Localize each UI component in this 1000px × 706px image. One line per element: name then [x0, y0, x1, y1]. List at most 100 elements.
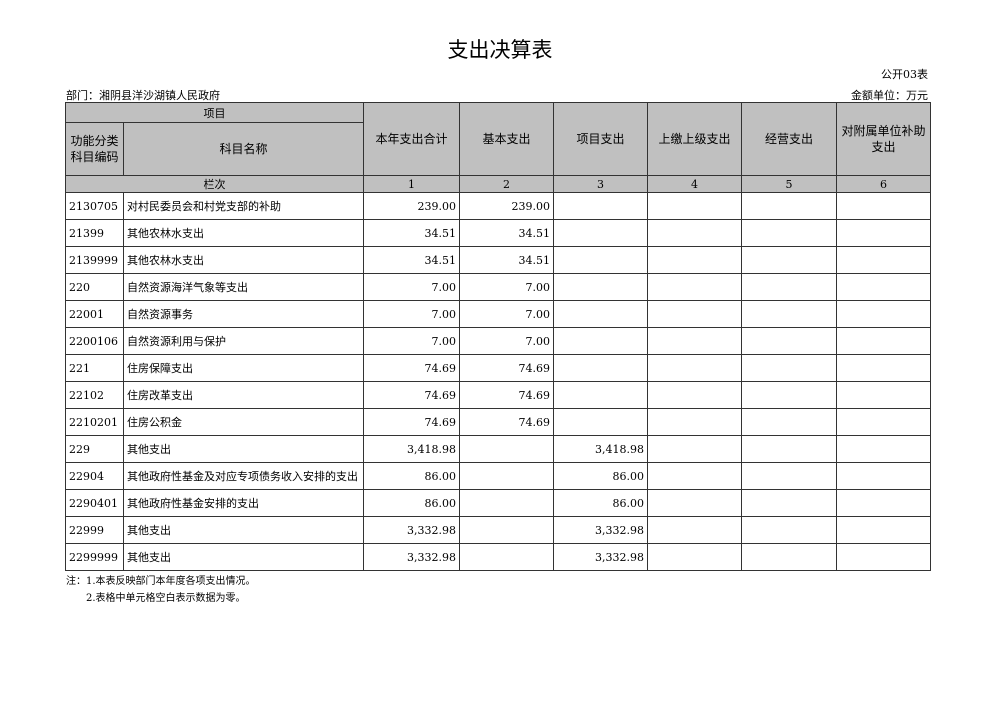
- row-name: 其他支出: [123, 543, 364, 571]
- row-value: 74.69: [363, 354, 460, 382]
- row-value: 86.00: [363, 489, 460, 517]
- row-value: [836, 543, 931, 571]
- row-value: 86.00: [553, 462, 648, 490]
- row-value: [741, 516, 837, 544]
- row-code: 220: [65, 273, 124, 301]
- row-value: [459, 462, 554, 490]
- row-value: 3,332.98: [363, 543, 460, 571]
- row-value: [741, 381, 837, 409]
- col-number: 2: [459, 175, 554, 193]
- row-value: [836, 327, 931, 355]
- row-value: [741, 273, 837, 301]
- row-name: 其他政府性基金安排的支出: [123, 489, 364, 517]
- row-value: [647, 489, 742, 517]
- row-value: 74.69: [363, 408, 460, 436]
- row-value: [741, 435, 837, 463]
- row-value: [647, 327, 742, 355]
- row-value: [836, 300, 931, 328]
- row-value: [741, 462, 837, 490]
- row-value: [836, 462, 931, 490]
- row-value: 74.69: [363, 381, 460, 409]
- row-value: [647, 354, 742, 382]
- table-row: 2299999 其他支出 3,332.98 3,332.98: [65, 543, 931, 571]
- header-code: 功能分类科目编码: [65, 122, 124, 176]
- row-value: [553, 354, 648, 382]
- row-value: [647, 273, 742, 301]
- row-value: [647, 219, 742, 247]
- row-value: 7.00: [363, 273, 460, 301]
- table-row: 2210201 住房公积金 74.69 74.69: [65, 408, 931, 436]
- department: 部门：湘阴县洋沙湖镇人民政府: [66, 89, 220, 102]
- row-value: [741, 246, 837, 274]
- row-name: 自然资源事务: [123, 300, 364, 328]
- row-value: [741, 489, 837, 517]
- row-value: [647, 246, 742, 274]
- row-value: 7.00: [459, 327, 554, 355]
- row-code: 221: [65, 354, 124, 382]
- row-value: [647, 192, 742, 220]
- row-value: [459, 489, 554, 517]
- row-value: [553, 192, 648, 220]
- header-item: 项目: [65, 102, 364, 123]
- row-value: 3,332.98: [553, 516, 648, 544]
- row-name: 住房公积金: [123, 408, 364, 436]
- row-value: 34.51: [459, 219, 554, 247]
- row-value: 34.51: [363, 219, 460, 247]
- header-lanci: 栏次: [65, 175, 364, 193]
- note: 注：1.本表反映部门本年度各项支出情况。: [66, 576, 256, 587]
- row-value: [741, 300, 837, 328]
- row-value: 7.00: [459, 300, 554, 328]
- row-code: 2200106: [65, 327, 124, 355]
- row-value: [647, 381, 742, 409]
- header-col: 项目支出: [553, 102, 648, 176]
- row-code: 2290401: [65, 489, 124, 517]
- note: 2.表格中单元格空白表示数据为零。: [66, 593, 246, 604]
- row-value: 7.00: [363, 300, 460, 328]
- row-code: 22999: [65, 516, 124, 544]
- row-value: 7.00: [459, 273, 554, 301]
- header-col: 经营支出: [741, 102, 837, 176]
- header-col: 基本支出: [459, 102, 554, 176]
- row-name: 其他政府性基金及对应专项债务收入安排的支出: [123, 462, 364, 490]
- row-value: [647, 435, 742, 463]
- row-value: [836, 354, 931, 382]
- row-value: 3,418.98: [553, 435, 648, 463]
- row-value: [741, 408, 837, 436]
- row-value: 86.00: [553, 489, 648, 517]
- row-value: [836, 435, 931, 463]
- amount-unit: 金额单位：万元: [851, 89, 928, 102]
- row-name: 对村民委员会和村党支部的补助: [123, 192, 364, 220]
- row-code: 22904: [65, 462, 124, 490]
- col-number: 1: [363, 175, 460, 193]
- row-value: 7.00: [363, 327, 460, 355]
- row-value: [647, 543, 742, 571]
- row-value: [836, 273, 931, 301]
- table-row: 22001 自然资源事务 7.00 7.00: [65, 300, 931, 328]
- row-value: [741, 192, 837, 220]
- row-value: [459, 516, 554, 544]
- row-value: [741, 219, 837, 247]
- table-row: 2130705 对村民委员会和村党支部的补助 239.00 239.00: [65, 192, 931, 220]
- row-value: 74.69: [459, 354, 554, 382]
- row-value: [459, 435, 554, 463]
- col-number: 6: [836, 175, 931, 193]
- row-value: [836, 516, 931, 544]
- row-name: 其他支出: [123, 516, 364, 544]
- row-code: 229: [65, 435, 124, 463]
- table-row: 229 其他支出 3,418.98 3,418.98: [65, 435, 931, 463]
- table-row: 221 住房保障支出 74.69 74.69: [65, 354, 931, 382]
- row-value: [553, 300, 648, 328]
- page-title: 支出决算表: [447, 38, 553, 62]
- row-code: 22102: [65, 381, 124, 409]
- table-row: 2290401 其他政府性基金安排的支出 86.00 86.00: [65, 489, 931, 517]
- row-value: [553, 246, 648, 274]
- row-value: [553, 273, 648, 301]
- col-number: 4: [647, 175, 742, 193]
- table-row: 2200106 自然资源利用与保护 7.00 7.00: [65, 327, 931, 355]
- row-value: [647, 300, 742, 328]
- header-col: 上缴上级支出: [647, 102, 742, 176]
- row-value: [741, 543, 837, 571]
- form-code: 公开03表: [881, 68, 928, 81]
- row-name: 其他农林水支出: [123, 219, 364, 247]
- table-row: 220 自然资源海洋气象等支出 7.00 7.00: [65, 273, 931, 301]
